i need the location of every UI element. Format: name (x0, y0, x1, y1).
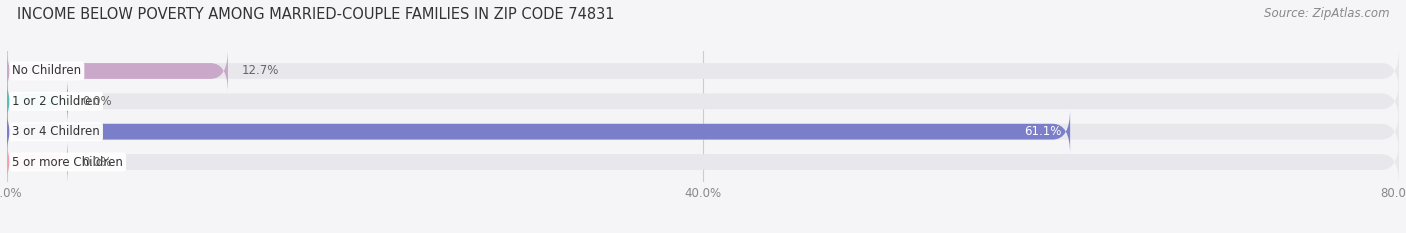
FancyBboxPatch shape (7, 140, 67, 185)
FancyBboxPatch shape (7, 109, 1070, 154)
Text: 61.1%: 61.1% (1024, 125, 1062, 138)
Text: No Children: No Children (13, 65, 82, 78)
Text: 12.7%: 12.7% (242, 65, 280, 78)
FancyBboxPatch shape (7, 109, 1399, 154)
FancyBboxPatch shape (7, 48, 1399, 93)
FancyBboxPatch shape (7, 79, 67, 124)
Text: 0.0%: 0.0% (82, 95, 111, 108)
Text: 5 or more Children: 5 or more Children (13, 155, 124, 168)
FancyBboxPatch shape (7, 140, 1399, 185)
Text: INCOME BELOW POVERTY AMONG MARRIED-COUPLE FAMILIES IN ZIP CODE 74831: INCOME BELOW POVERTY AMONG MARRIED-COUPL… (17, 7, 614, 22)
Text: 3 or 4 Children: 3 or 4 Children (13, 125, 100, 138)
Text: 1 or 2 Children: 1 or 2 Children (13, 95, 100, 108)
FancyBboxPatch shape (7, 79, 1399, 124)
Text: Source: ZipAtlas.com: Source: ZipAtlas.com (1264, 7, 1389, 20)
FancyBboxPatch shape (7, 48, 228, 93)
Text: 0.0%: 0.0% (82, 155, 111, 168)
